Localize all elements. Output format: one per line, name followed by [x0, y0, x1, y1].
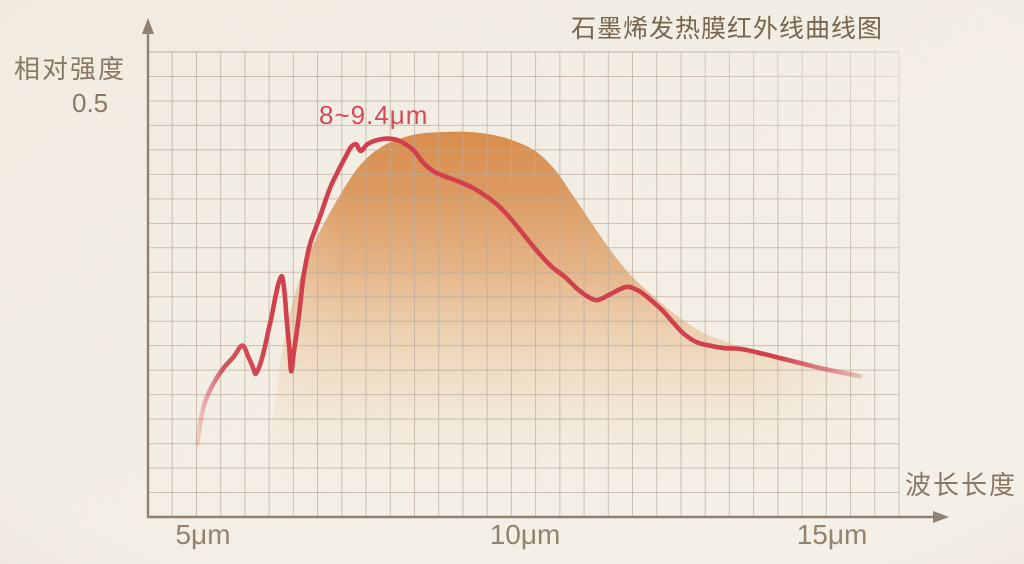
x-axis-label: 波长长度	[905, 470, 1018, 500]
chart-title: 石墨烯发热膜红外线曲线图	[571, 15, 884, 43]
x-axis-tick-15um: 15μm	[796, 519, 868, 550]
x-axis-tick-10um: 10μm	[489, 519, 561, 550]
y-axis-tick-0-5: 0.5	[72, 88, 109, 118]
y-axis-label: 相对强度	[14, 54, 127, 84]
peak-range-annotation: 8~9.4μm	[319, 100, 429, 130]
x-axis-tick-5um: 5μm	[175, 519, 231, 550]
